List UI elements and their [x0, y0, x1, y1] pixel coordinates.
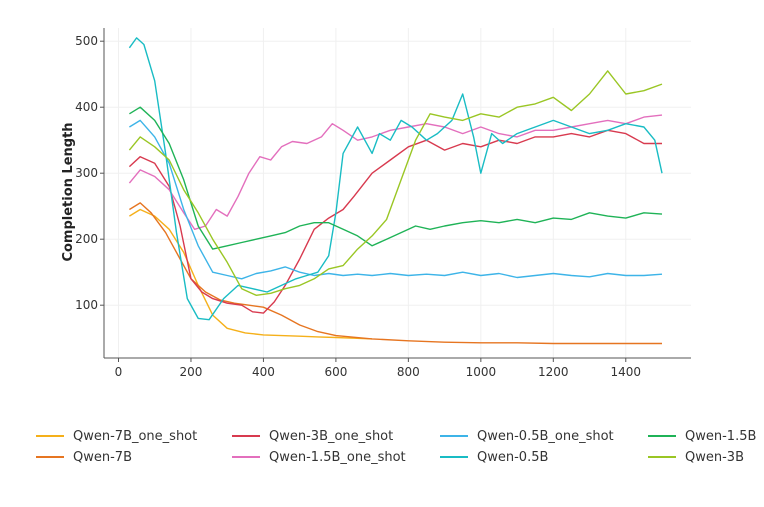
y-tick-label: 100 — [75, 298, 98, 312]
x-tick-label: 1000 — [466, 365, 497, 379]
x-tick-label: 0 — [115, 365, 123, 379]
series-line-Qwen-3B_one_shot — [128, 129, 662, 314]
x-tick-label: 1200 — [538, 365, 569, 379]
legend-label: Qwen-7B_one_shot — [73, 429, 197, 444]
series-line-Qwen-7B_one_shot — [129, 208, 373, 340]
legend-label: Qwen-1.5B — [685, 429, 756, 444]
series-line-Qwen-7B — [129, 202, 662, 345]
legend-label: Qwen-1.5B_one_shot — [269, 450, 406, 465]
x-tick-label: 400 — [252, 365, 275, 379]
series-line-Qwen-3B — [128, 70, 663, 296]
series-line-Qwen-0.5B_one_shot — [129, 119, 663, 280]
x-tick-label: 600 — [324, 365, 347, 379]
series-line-Qwen-0.5B — [128, 37, 663, 321]
series-lines — [128, 37, 663, 345]
y-tick-label: 400 — [75, 100, 98, 114]
y-tick-label: 300 — [75, 166, 98, 180]
legend-label: Qwen-3B — [685, 450, 744, 465]
legend-label: Qwen-0.5B — [477, 450, 548, 465]
series-line-Qwen-1.5B — [129, 106, 663, 250]
x-tick-label: 200 — [180, 365, 203, 379]
y-tick-label: 200 — [75, 232, 98, 246]
x-axis-ticks: 0 200 400 600 800 1000 1200 1400 — [115, 358, 641, 379]
axes — [103, 28, 691, 359]
legend-label: Qwen-7B — [73, 450, 132, 465]
legend: Qwen-7B_one_shot Qwen-7B Qwen-3B_one_shot Q… — [36, 429, 756, 465]
y-axis-title: Completion Length — [61, 122, 76, 261]
legend-label: Qwen-3B_one_shot — [269, 429, 393, 444]
legend-label: Qwen-0.5B_one_shot — [477, 429, 614, 444]
x-tick-label: 800 — [397, 365, 420, 379]
y-axis-ticks: 100 200 300 400 500 — [75, 34, 104, 312]
gridlines — [104, 28, 691, 358]
x-tick-label: 1400 — [611, 365, 642, 379]
y-tick-label: 500 — [75, 34, 98, 48]
series-line-Qwen-1.5B_one_shot — [128, 114, 663, 230]
